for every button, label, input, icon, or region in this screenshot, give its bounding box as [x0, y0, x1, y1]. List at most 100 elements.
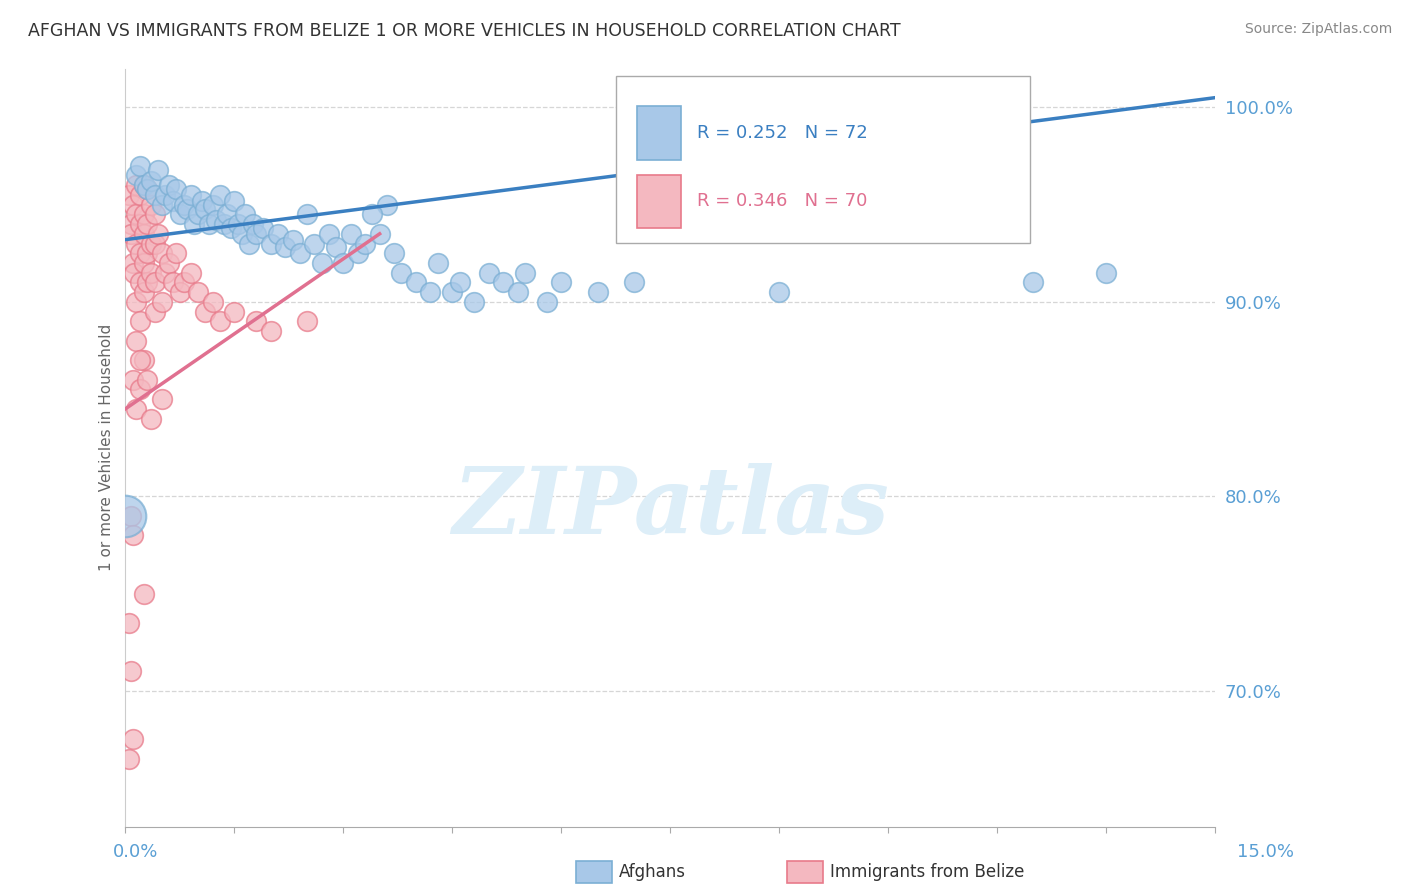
Point — [382, 246, 405, 260]
Point — [190, 194, 212, 208]
Point — [118, 752, 141, 766]
Point — [136, 182, 159, 196]
Text: Source: ZipAtlas.com: Source: ZipAtlas.com — [1244, 22, 1392, 37]
Point — [129, 159, 152, 173]
Point — [194, 304, 217, 318]
Point — [120, 665, 142, 679]
Point — [260, 324, 283, 338]
Point — [132, 586, 155, 600]
Point — [143, 207, 166, 221]
Point — [224, 304, 246, 318]
Point — [136, 373, 159, 387]
Point — [183, 217, 205, 231]
Point — [125, 334, 148, 348]
Point — [288, 246, 311, 260]
Point — [332, 256, 354, 270]
Point — [165, 182, 187, 196]
Point — [121, 197, 143, 211]
Point — [118, 188, 141, 202]
Point — [143, 304, 166, 318]
Point — [252, 221, 274, 235]
Point — [375, 197, 398, 211]
Point — [217, 207, 239, 221]
Point — [201, 197, 224, 211]
Point — [125, 169, 148, 183]
Point — [267, 227, 290, 241]
Point — [125, 207, 148, 221]
Point — [139, 411, 162, 425]
Point — [194, 202, 217, 216]
Point — [129, 353, 152, 368]
Point — [281, 233, 304, 247]
Point — [150, 246, 173, 260]
Point — [245, 227, 267, 241]
Point — [449, 276, 471, 290]
Point — [125, 401, 148, 416]
Point — [176, 202, 198, 216]
Point — [201, 294, 224, 309]
Point — [139, 197, 162, 211]
Point — [146, 227, 169, 241]
FancyBboxPatch shape — [637, 106, 681, 160]
Point — [132, 207, 155, 221]
Point — [180, 266, 202, 280]
Point — [295, 314, 318, 328]
Point — [129, 314, 152, 328]
Point — [768, 285, 790, 299]
Text: R = 0.252   N = 72: R = 0.252 N = 72 — [697, 124, 868, 142]
Point — [536, 294, 558, 309]
Point — [550, 276, 572, 290]
Point — [157, 178, 180, 193]
Point — [238, 236, 260, 251]
FancyBboxPatch shape — [616, 76, 1029, 243]
Point — [146, 162, 169, 177]
Point — [120, 227, 142, 241]
Point — [187, 285, 209, 299]
Point — [121, 732, 143, 747]
Point — [129, 217, 152, 231]
Point — [129, 188, 152, 202]
Point — [132, 256, 155, 270]
Text: Immigrants from Belize: Immigrants from Belize — [830, 863, 1024, 881]
Point — [132, 178, 155, 193]
Point — [623, 276, 645, 290]
FancyBboxPatch shape — [637, 175, 681, 227]
Point — [150, 392, 173, 406]
Point — [139, 236, 162, 251]
Point — [478, 266, 501, 280]
Point — [129, 382, 152, 396]
Point — [304, 236, 326, 251]
Point — [169, 207, 191, 221]
Point — [125, 294, 148, 309]
Point — [173, 197, 195, 211]
Point — [231, 227, 253, 241]
Point — [325, 240, 347, 254]
Point — [125, 236, 148, 251]
Point — [198, 217, 221, 231]
Point — [361, 207, 384, 221]
Point — [162, 194, 184, 208]
Point — [132, 353, 155, 368]
Point — [419, 285, 441, 299]
Point — [463, 294, 485, 309]
Point — [157, 256, 180, 270]
Point — [165, 246, 187, 260]
Point — [129, 276, 152, 290]
Point — [114, 508, 136, 523]
Point — [205, 213, 228, 227]
Point — [120, 217, 142, 231]
Point — [219, 221, 242, 235]
Point — [132, 227, 155, 241]
Point — [173, 276, 195, 290]
Point — [143, 276, 166, 290]
Point — [169, 285, 191, 299]
Point — [139, 174, 162, 188]
Point — [441, 285, 464, 299]
Point — [132, 178, 155, 193]
Point — [139, 266, 162, 280]
Point — [1095, 266, 1118, 280]
Point — [150, 197, 173, 211]
Point — [121, 528, 143, 542]
Point — [136, 217, 159, 231]
Point — [224, 194, 246, 208]
